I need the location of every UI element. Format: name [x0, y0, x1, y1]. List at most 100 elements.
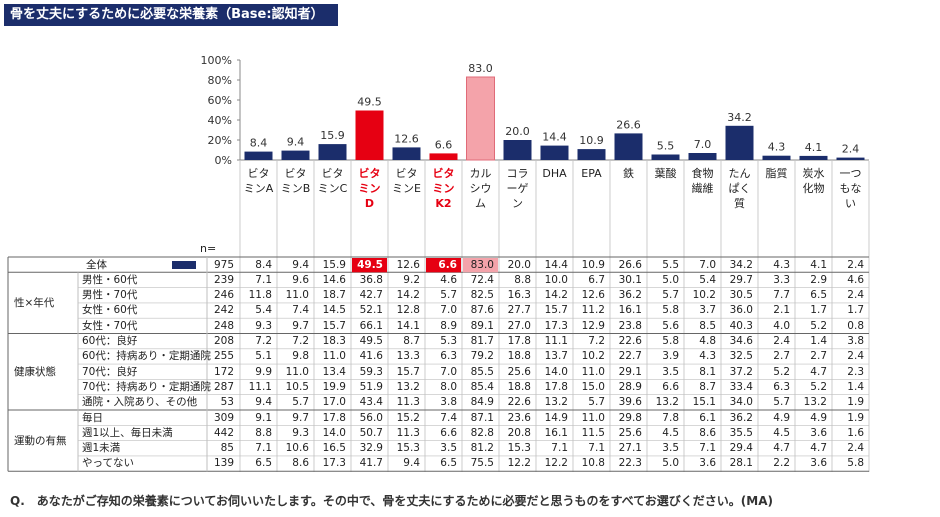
table-cell: 30.1	[618, 273, 642, 286]
bar	[244, 151, 273, 160]
table-cell: 7.0	[440, 304, 457, 317]
table-cell: 36.2	[729, 411, 753, 424]
highlight-cell	[352, 258, 387, 273]
table-cell: 19.9	[322, 380, 346, 393]
row-label: 男性・70代	[82, 289, 138, 302]
table-cell: 15.0	[581, 380, 605, 393]
table-cell: 4.9	[773, 411, 790, 424]
table-cell: 9.6	[292, 273, 309, 286]
y-tick-label: 60%	[208, 94, 232, 107]
table-cell: 2.3	[847, 365, 864, 378]
table-cell: 4.0	[773, 319, 790, 332]
table-cell: 7.7	[773, 289, 790, 302]
table-cell: 17.3	[544, 319, 568, 332]
table-cell: 14.0	[322, 426, 346, 439]
table-cell: 6.6	[662, 380, 679, 393]
table-cell: 59.3	[359, 365, 383, 378]
bar	[762, 155, 791, 160]
table-cell: 3.7	[699, 304, 716, 317]
table-cell: 9.3	[292, 426, 309, 439]
table-cell: 18.3	[322, 335, 346, 347]
table-cell: 5.7	[773, 396, 790, 409]
category-label: ビタミンB	[280, 167, 311, 195]
table-cell: 5.5	[662, 258, 679, 271]
table-cell: 17.0	[322, 396, 346, 409]
table-cell: 22.7	[618, 350, 642, 363]
bar-value-label: 4.1	[805, 141, 823, 154]
table-cell: 13.3	[396, 350, 420, 363]
y-tick-label: 80%	[208, 74, 232, 87]
table-cell: 6.3	[773, 380, 790, 393]
table-cell: 35.5	[729, 426, 753, 439]
table-cell: 1.7	[847, 304, 864, 317]
table-cell: 9.9	[255, 365, 272, 378]
bar	[799, 155, 828, 160]
table-cell: 7.2	[588, 335, 605, 347]
table-cell: 8.4	[255, 258, 272, 271]
table-cell: 22.6	[618, 335, 642, 347]
table-cell: 27.1	[618, 442, 642, 455]
table-cell: 16.3	[507, 289, 531, 302]
table-cell: 25.6	[507, 365, 531, 378]
table-cell: 11.1	[544, 335, 568, 347]
row-label: 70代：良好	[82, 365, 138, 378]
row-group-label: 性×年代	[14, 296, 55, 309]
table-cell: 16.1	[544, 426, 568, 439]
table-cell: 7.1	[699, 442, 716, 455]
table-cell: 5.7	[588, 396, 605, 409]
row-label: 60代：良好	[82, 335, 138, 347]
table-cell: 30.5	[729, 289, 753, 302]
table-cell: 23.6	[507, 411, 531, 424]
table-cell: 10.2	[692, 289, 716, 302]
table-cell: 11.1	[248, 380, 272, 393]
table-cell: 4.7	[773, 442, 790, 455]
bar-value-label: 26.6	[616, 118, 641, 131]
row-n: 208	[213, 335, 234, 347]
bar-value-label: 2.4	[842, 143, 860, 156]
table-cell: 28.9	[618, 380, 642, 393]
row-n: 239	[213, 273, 234, 286]
y-tick-label: 40%	[208, 114, 232, 127]
table-cell: 36.8	[359, 273, 383, 286]
table-cell: 2.4	[773, 335, 790, 347]
table-cell: 2.7	[773, 350, 790, 363]
table-cell: 4.3	[699, 350, 716, 363]
table-cell: 12.2	[507, 457, 531, 470]
table-cell: 34.6	[729, 335, 753, 347]
table-cell: 20.0	[507, 258, 531, 271]
table-cell: 75.5	[470, 457, 494, 470]
table-cell: 13.7	[544, 350, 568, 363]
bar-value-label: 34.2	[727, 111, 752, 124]
table-cell: 14.9	[544, 411, 568, 424]
table-cell: 10.8	[581, 457, 605, 470]
table-cell: 5.0	[662, 457, 679, 470]
category-label: コラーゲン	[506, 167, 529, 210]
bar-value-label: 49.5	[357, 96, 382, 109]
table-cell: 51.9	[359, 380, 383, 393]
table-cell: 5.8	[662, 335, 679, 347]
row-n: 248	[213, 319, 234, 332]
table-cell: 85.4	[470, 380, 494, 393]
table-cell: 11.0	[581, 411, 605, 424]
table-cell: 6.1	[699, 411, 716, 424]
table-cell: 2.4	[847, 442, 864, 455]
bar	[614, 133, 643, 160]
table-cell: 9.4	[403, 457, 420, 470]
table-cell: 34.2	[729, 258, 753, 271]
table-cell: 2.4	[847, 289, 864, 302]
category-label: 脂質	[765, 167, 788, 180]
row-label: 女性・60代	[82, 304, 138, 317]
table-cell: 15.7	[322, 319, 346, 332]
table-cell: 0.8	[847, 319, 864, 332]
bar-value-label: 6.6	[435, 138, 453, 151]
category-label: ビタミンD	[358, 167, 381, 210]
table-cell: 87.6	[470, 304, 494, 317]
table-cell: 13.4	[322, 365, 346, 378]
table-cell: 50.7	[359, 426, 383, 439]
table-cell: 17.3	[322, 457, 346, 470]
bar-value-label: 15.9	[320, 129, 345, 142]
table-cell: 14.4	[544, 258, 568, 271]
category-label: たんぱく質	[728, 167, 751, 210]
row-label: 週1未満	[82, 442, 121, 455]
table-cell: 52.1	[359, 304, 383, 317]
